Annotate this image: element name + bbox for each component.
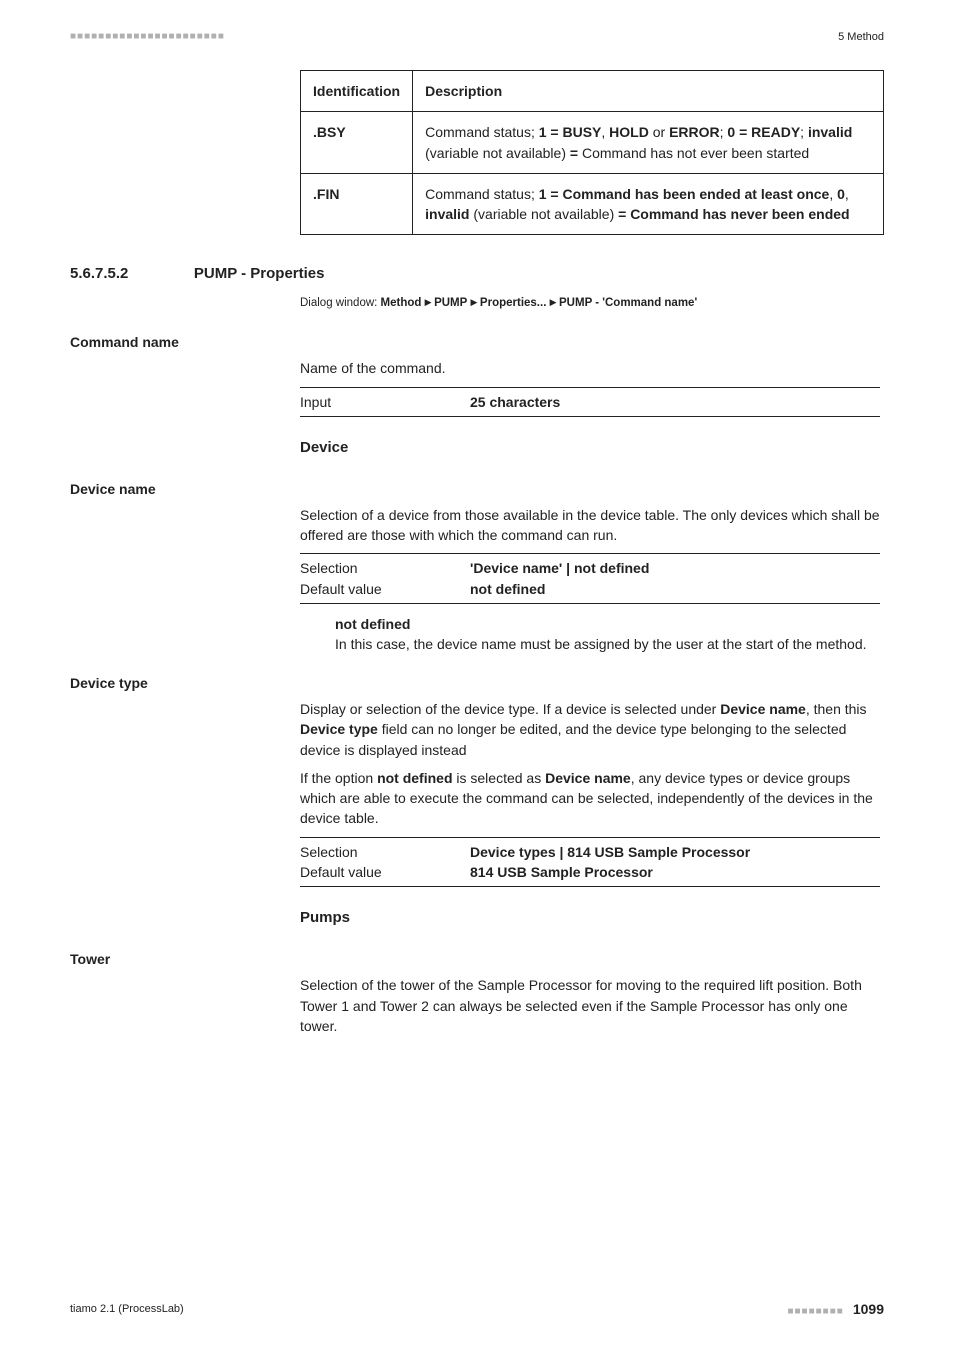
field-command-name: Command name [70,332,884,352]
not-defined-text: In this case, the device name must be as… [335,634,884,654]
default-label: Default value [300,579,470,599]
device-type-p2: If the option not defined is selected as… [300,768,884,829]
default-label: Default value [300,862,470,882]
field-device-type: Device type [70,673,884,693]
dialog-path: Dialog window: Method ▶ PUMP ▶ Propertie… [300,295,884,312]
field-device-name: Device name [70,479,884,499]
dialog-part: Properties... [480,297,546,309]
table-header-id: Identification [301,71,413,112]
footer-dots: ■■■■■■■■ [787,1306,843,1317]
selection-label: Selection [300,558,470,578]
chevron-right-icon: ▶ [471,297,480,307]
not-defined-label: not defined [335,614,884,634]
device-type-p1: Display or selection of the device type.… [300,699,884,760]
default-value: not defined [470,579,545,599]
device-name-text: Selection of a device from those availab… [300,505,884,546]
cell-id: .BSY [313,124,346,140]
header-chapter: 5 Method [838,30,884,46]
cell-id: .FIN [313,186,339,202]
table-row: .BSY Command status; 1 = BUSY, HOLD or E… [301,112,884,174]
section-heading: 5.6.7.5.2 PUMP - Properties [70,263,884,285]
chevron-right-icon: ▶ [425,297,434,307]
dialog-part: Method [381,297,422,309]
device-heading: Device [300,437,884,459]
cell-desc: Command status; 1 = BUSY, HOLD or ERROR;… [413,112,884,174]
dialog-part: PUMP [434,297,467,309]
selection-label: Selection [300,842,470,862]
field-tower: Tower [70,949,884,969]
table-row: .FIN Command status; 1 = Command has bee… [301,173,884,235]
input-value: 25 characters [470,392,560,412]
footer-right: ■■■■■■■■ 1099 [787,1299,884,1320]
default-value: 814 USB Sample Processor [470,862,653,882]
tower-text: Selection of the tower of the Sample Pro… [300,975,884,1036]
selection-value: Device types | 814 USB Sample Processor [470,842,750,862]
dialog-prefix: Dialog window: [300,297,381,309]
cell-desc: Command status; 1 = Command has been end… [413,173,884,235]
pumps-heading: Pumps [300,907,884,929]
footer-left: tiamo 2.1 (ProcessLab) [70,1302,184,1318]
selection-value: 'Device name' | not defined [470,558,649,578]
table-header-desc: Description [413,71,884,112]
input-label: Input [300,392,470,412]
section-number: 5.6.7.5.2 [70,263,190,285]
section-title: PUMP - Properties [194,265,325,282]
chevron-right-icon: ▶ [550,297,559,307]
command-name-text: Name of the command. [300,358,884,378]
dialog-part: PUMP - 'Command name' [559,297,697,309]
header-dots: ■■■■■■■■■■■■■■■■■■■■■■ [70,30,225,45]
page-number: 1099 [853,1301,884,1317]
identification-table: Identification Description .BSY Command … [300,70,884,235]
